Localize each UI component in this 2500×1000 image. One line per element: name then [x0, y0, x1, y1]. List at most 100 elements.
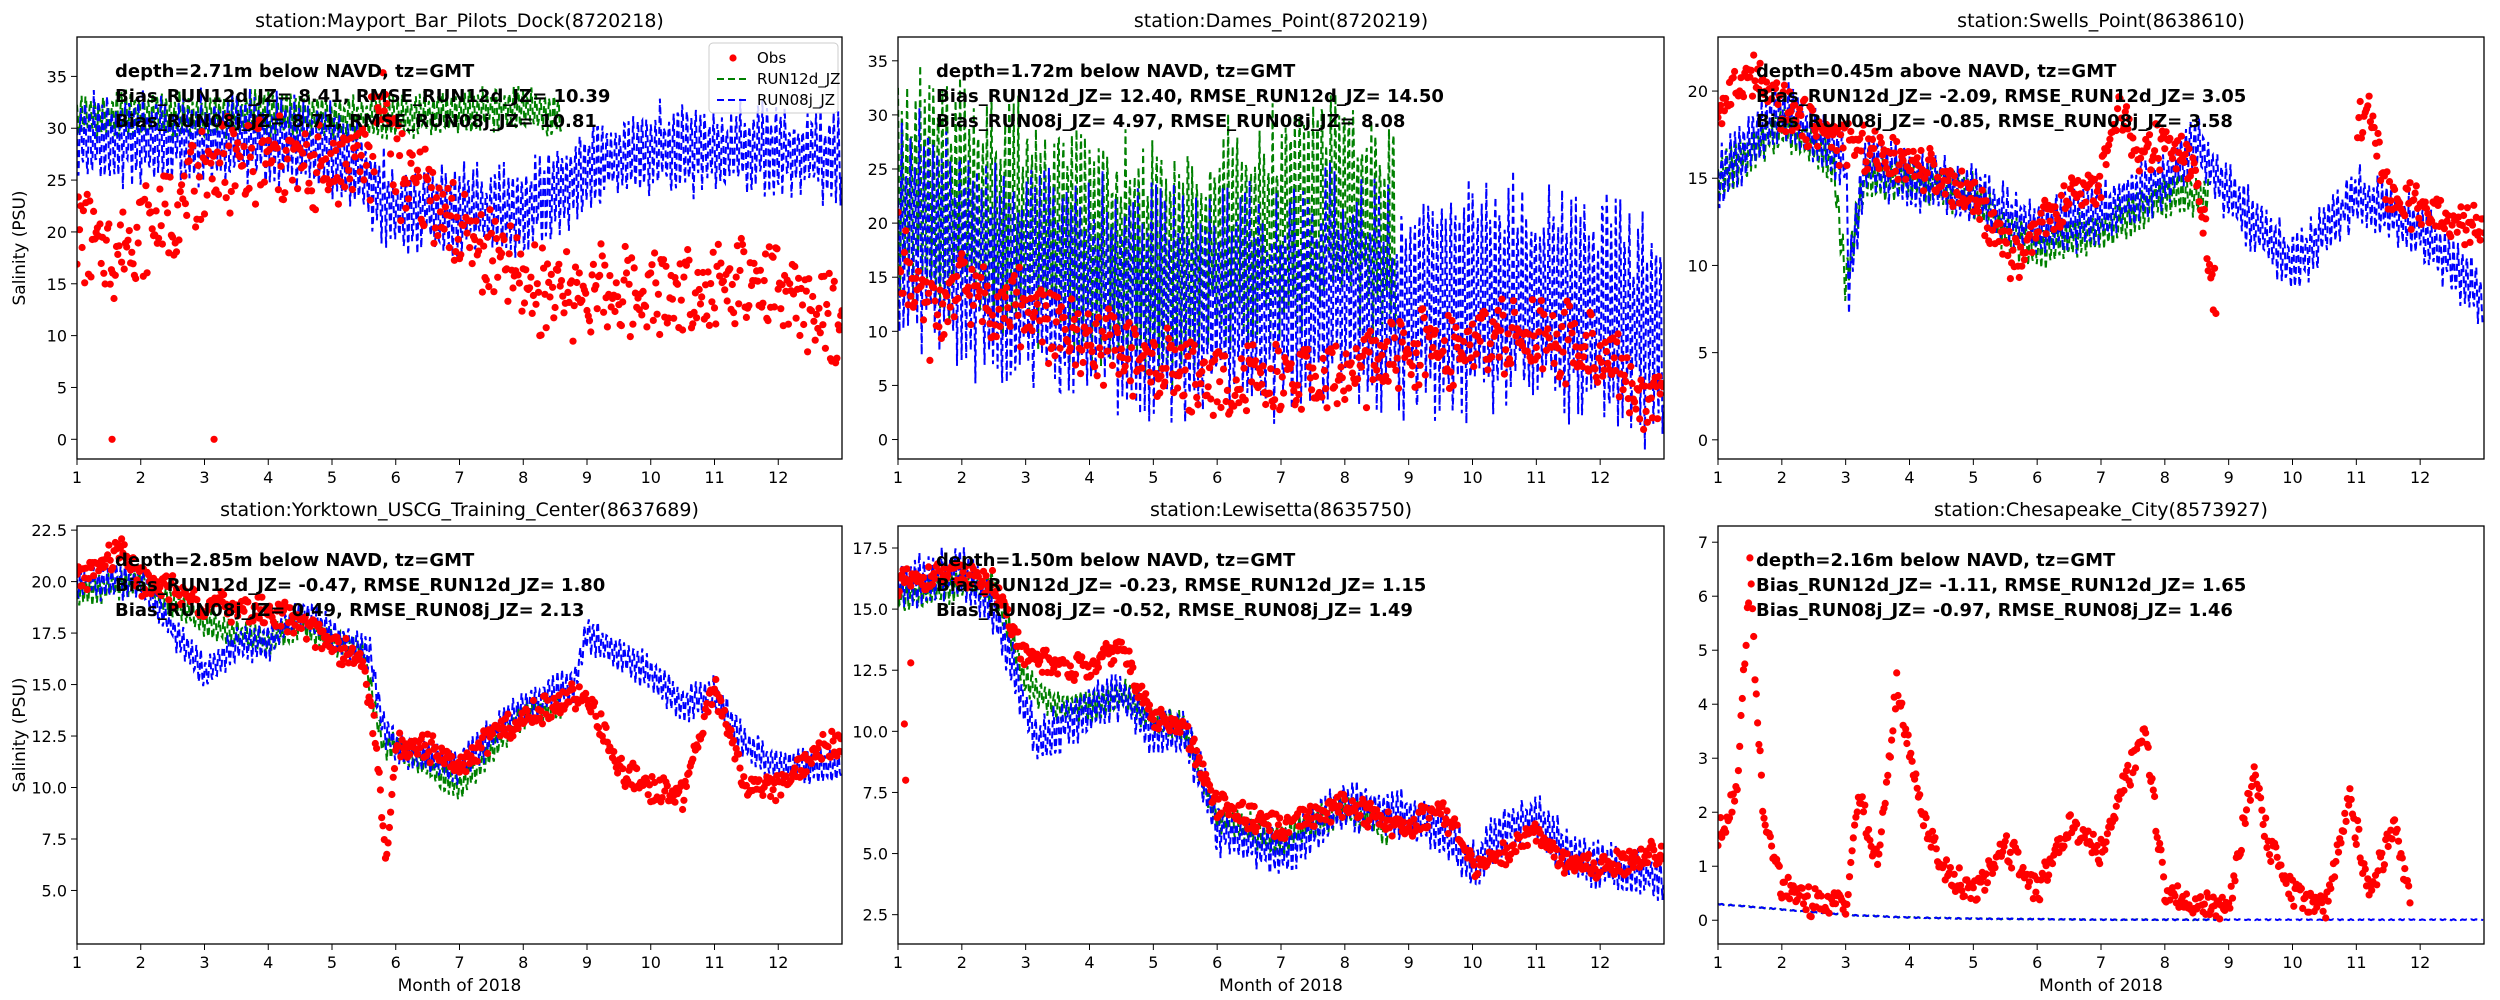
x-tick-label: 11 [2346, 468, 2366, 487]
obs-point [2393, 825, 2401, 833]
obs-point [120, 541, 128, 549]
obs-point [1271, 396, 1279, 404]
obs-point [2273, 853, 2281, 861]
obs-point [712, 675, 720, 684]
obs-point [630, 264, 638, 272]
obs-point [367, 702, 376, 710]
obs-point [277, 622, 285, 630]
obs-point [1532, 343, 1540, 352]
obs-point [1050, 664, 1058, 672]
obs-point [714, 240, 722, 248]
obs-point [2341, 809, 2349, 818]
obs-point [1031, 308, 1039, 317]
obs-point [506, 222, 515, 230]
obs-point [554, 266, 562, 274]
obs-point [1645, 851, 1653, 859]
obs-point [2122, 103, 2131, 111]
y-tick-label: 15 [1688, 169, 1708, 188]
obs-point [453, 213, 461, 221]
obs-point [110, 294, 118, 303]
obs-point [923, 298, 932, 306]
obs-point [1889, 727, 1897, 735]
obs-point [670, 314, 678, 322]
obs-point [2470, 201, 2478, 209]
obs-point [1084, 310, 1092, 318]
obs-point [772, 797, 780, 805]
obs-point [2453, 228, 2461, 236]
obs-point [693, 314, 701, 322]
obs-point [2417, 220, 2425, 228]
obs-point [699, 729, 707, 737]
obs-point [2364, 102, 2372, 110]
obs-point [457, 251, 465, 259]
legend-obs-marker [729, 54, 737, 62]
obs-point [1138, 682, 1146, 690]
obs-point [1337, 363, 1345, 371]
obs-point [1128, 344, 1136, 352]
y-tick-label: 5 [1698, 344, 1708, 363]
obs-point [1748, 92, 1757, 100]
obs-point [2421, 198, 2429, 206]
obs-point [925, 563, 933, 571]
obs-point [392, 188, 400, 196]
obs-point [1746, 73, 1754, 81]
obs-point [315, 620, 323, 629]
obs-point [1831, 900, 1840, 908]
obs-point [429, 732, 437, 740]
obs-point [2112, 126, 2120, 135]
obs-point [2299, 904, 2307, 913]
obs-point [537, 331, 545, 339]
x-tick-label: 9 [582, 953, 592, 972]
obs-point [2318, 899, 2326, 907]
obs-point [1865, 826, 1873, 834]
obs-point [379, 822, 387, 830]
obs-point [596, 271, 604, 279]
obs-point [1725, 814, 1734, 822]
obs-point [2025, 231, 2034, 239]
obs-point [1805, 142, 1813, 150]
obs-point [1940, 861, 1948, 869]
obs-point [2057, 191, 2065, 199]
obs-point [2368, 886, 2376, 894]
y-tick-label: 10 [868, 322, 888, 341]
obs-point [802, 287, 810, 295]
obs-point [1907, 166, 1915, 175]
obs-point [2144, 140, 2152, 148]
obs-point [1061, 325, 1069, 334]
stats-annotation: Bias_RUN08j_JZ= -0.85, RMSE_RUN08j_JZ= 3… [1756, 111, 2233, 132]
obs-point [1366, 327, 1374, 335]
obs-point [1149, 716, 1157, 724]
obs-point [1557, 369, 1565, 377]
obs-point [1078, 346, 1086, 354]
obs-point [1236, 385, 1244, 393]
obs-point [334, 638, 342, 646]
obs-point [1328, 349, 1336, 357]
obs-point [2466, 238, 2474, 246]
obs-point [1741, 660, 1749, 668]
obs-point [995, 305, 1003, 313]
obs-point [2116, 94, 2124, 103]
obs-point [1919, 187, 1928, 195]
obs-point [1207, 395, 1215, 403]
stats-annotation: Bias_RUN08j_JZ= 8.71, RMSE_RUN08j_JZ= 10… [115, 111, 597, 132]
obs-point [2041, 196, 2049, 204]
obs-point [903, 565, 911, 573]
obs-point [1412, 349, 1420, 357]
obs-point [393, 135, 401, 143]
obs-point [213, 148, 221, 156]
y-tick-label: 5 [878, 376, 888, 395]
obs-point [1611, 867, 1620, 875]
obs-point [1177, 344, 1185, 352]
obs-point [207, 159, 215, 167]
stats-annotation: Bias_RUN12d_JZ= -2.09, RMSE_RUN12d_JZ= 3… [1756, 86, 2246, 107]
obs-point [491, 217, 499, 225]
obs-point [255, 116, 263, 124]
obs-point [662, 262, 670, 270]
obs-point [319, 627, 327, 635]
stats-annotation: Bias_RUN12d_JZ= -0.47, RMSE_RUN12d_JZ= 1… [115, 575, 605, 596]
obs-point [1276, 814, 1284, 822]
obs-point [2157, 846, 2165, 854]
obs-point [483, 749, 492, 758]
obs-point [341, 644, 349, 652]
